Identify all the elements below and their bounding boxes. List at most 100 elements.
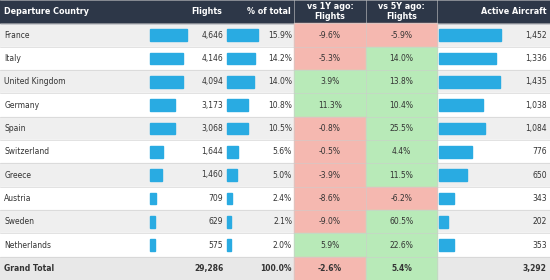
Bar xyxy=(150,53,183,64)
Bar xyxy=(366,187,437,210)
Bar xyxy=(0,93,550,117)
Bar xyxy=(150,193,156,204)
Bar xyxy=(227,169,237,181)
Text: 1,084: 1,084 xyxy=(525,124,547,133)
Text: -9.6%: -9.6% xyxy=(319,31,341,39)
Bar xyxy=(366,210,437,233)
Text: -5.9%: -5.9% xyxy=(390,31,412,39)
Text: -2.6%: -2.6% xyxy=(318,264,342,273)
Text: -0.5%: -0.5% xyxy=(319,147,341,156)
Text: -3.9%: -3.9% xyxy=(319,171,341,179)
Bar xyxy=(227,239,231,251)
Bar xyxy=(227,216,232,227)
Bar xyxy=(366,23,437,47)
Text: -6.2%: -6.2% xyxy=(390,194,412,203)
Bar xyxy=(0,70,550,93)
Text: 100.0%: 100.0% xyxy=(261,264,292,273)
Text: 1,460: 1,460 xyxy=(201,171,223,179)
Text: 14.2%: 14.2% xyxy=(268,54,292,63)
Bar xyxy=(366,140,437,163)
Bar xyxy=(227,53,255,64)
Text: 15.9%: 15.9% xyxy=(268,31,292,39)
Text: 4,094: 4,094 xyxy=(201,77,223,86)
Bar xyxy=(227,123,248,134)
Text: Sweden: Sweden xyxy=(4,217,35,226)
Text: Flights: Flights xyxy=(191,7,222,16)
Bar xyxy=(150,216,155,227)
Text: Departure Country: Departure Country xyxy=(4,7,90,16)
Bar xyxy=(227,76,255,87)
Text: 11.3%: 11.3% xyxy=(318,101,342,109)
Text: 5.9%: 5.9% xyxy=(321,241,340,249)
Bar xyxy=(439,146,472,157)
Text: 10.5%: 10.5% xyxy=(268,124,292,133)
Bar xyxy=(366,163,437,187)
Text: 5.0%: 5.0% xyxy=(273,171,292,179)
Text: -9.0%: -9.0% xyxy=(319,217,341,226)
Bar xyxy=(439,53,496,64)
Text: -0.8%: -0.8% xyxy=(319,124,341,133)
Text: 650: 650 xyxy=(532,171,547,179)
Text: 3.9%: 3.9% xyxy=(321,77,340,86)
Bar xyxy=(150,239,155,251)
Text: 60.5%: 60.5% xyxy=(389,217,414,226)
Text: Spain: Spain xyxy=(4,124,26,133)
Bar xyxy=(294,233,366,257)
Bar xyxy=(294,47,366,70)
Text: 709: 709 xyxy=(208,194,223,203)
Bar xyxy=(294,117,366,140)
Text: Austria: Austria xyxy=(4,194,32,203)
Bar xyxy=(0,117,550,140)
Text: 5.6%: 5.6% xyxy=(273,147,292,156)
Text: 4,146: 4,146 xyxy=(201,54,223,63)
Text: Active Aircraft: Active Aircraft xyxy=(481,7,547,16)
Bar xyxy=(227,193,232,204)
Text: 29,286: 29,286 xyxy=(194,264,223,273)
Bar xyxy=(150,29,187,41)
Bar xyxy=(439,29,501,41)
Text: Netherlands: Netherlands xyxy=(4,241,51,249)
Bar xyxy=(150,99,175,111)
Text: 11.5%: 11.5% xyxy=(389,171,414,179)
Bar xyxy=(0,163,550,187)
Bar xyxy=(439,76,500,87)
Bar xyxy=(366,93,437,117)
Bar xyxy=(439,216,448,227)
Text: 629: 629 xyxy=(209,217,223,226)
Text: 2.1%: 2.1% xyxy=(273,217,292,226)
Bar xyxy=(294,93,366,117)
Text: 13.8%: 13.8% xyxy=(389,77,414,86)
Text: 1,644: 1,644 xyxy=(201,147,223,156)
Text: 2.0%: 2.0% xyxy=(273,241,292,249)
Bar xyxy=(0,233,550,257)
Text: 4,646: 4,646 xyxy=(201,31,223,39)
Bar xyxy=(0,23,550,47)
Text: 14.0%: 14.0% xyxy=(389,54,414,63)
Text: 202: 202 xyxy=(532,217,547,226)
Bar xyxy=(439,169,467,181)
Bar xyxy=(0,0,550,23)
Bar xyxy=(150,146,163,157)
Bar xyxy=(0,187,550,210)
Bar xyxy=(366,117,437,140)
Bar xyxy=(227,146,238,157)
Bar xyxy=(294,210,366,233)
Text: 4.4%: 4.4% xyxy=(392,147,411,156)
Bar xyxy=(439,99,483,111)
Bar xyxy=(294,257,366,280)
Bar xyxy=(366,257,437,280)
Text: 1,038: 1,038 xyxy=(525,101,547,109)
Bar xyxy=(439,239,454,251)
Text: United Kingdom: United Kingdom xyxy=(4,77,66,86)
Bar xyxy=(366,47,437,70)
Text: 14.0%: 14.0% xyxy=(268,77,292,86)
Text: 776: 776 xyxy=(532,147,547,156)
Text: Grand Total: Grand Total xyxy=(4,264,54,273)
Text: 575: 575 xyxy=(208,241,223,249)
Text: -5.3%: -5.3% xyxy=(319,54,341,63)
Bar xyxy=(439,193,454,204)
Text: 10.4%: 10.4% xyxy=(389,101,414,109)
Bar xyxy=(294,163,366,187)
Bar xyxy=(294,140,366,163)
Text: 3,292: 3,292 xyxy=(523,264,547,273)
